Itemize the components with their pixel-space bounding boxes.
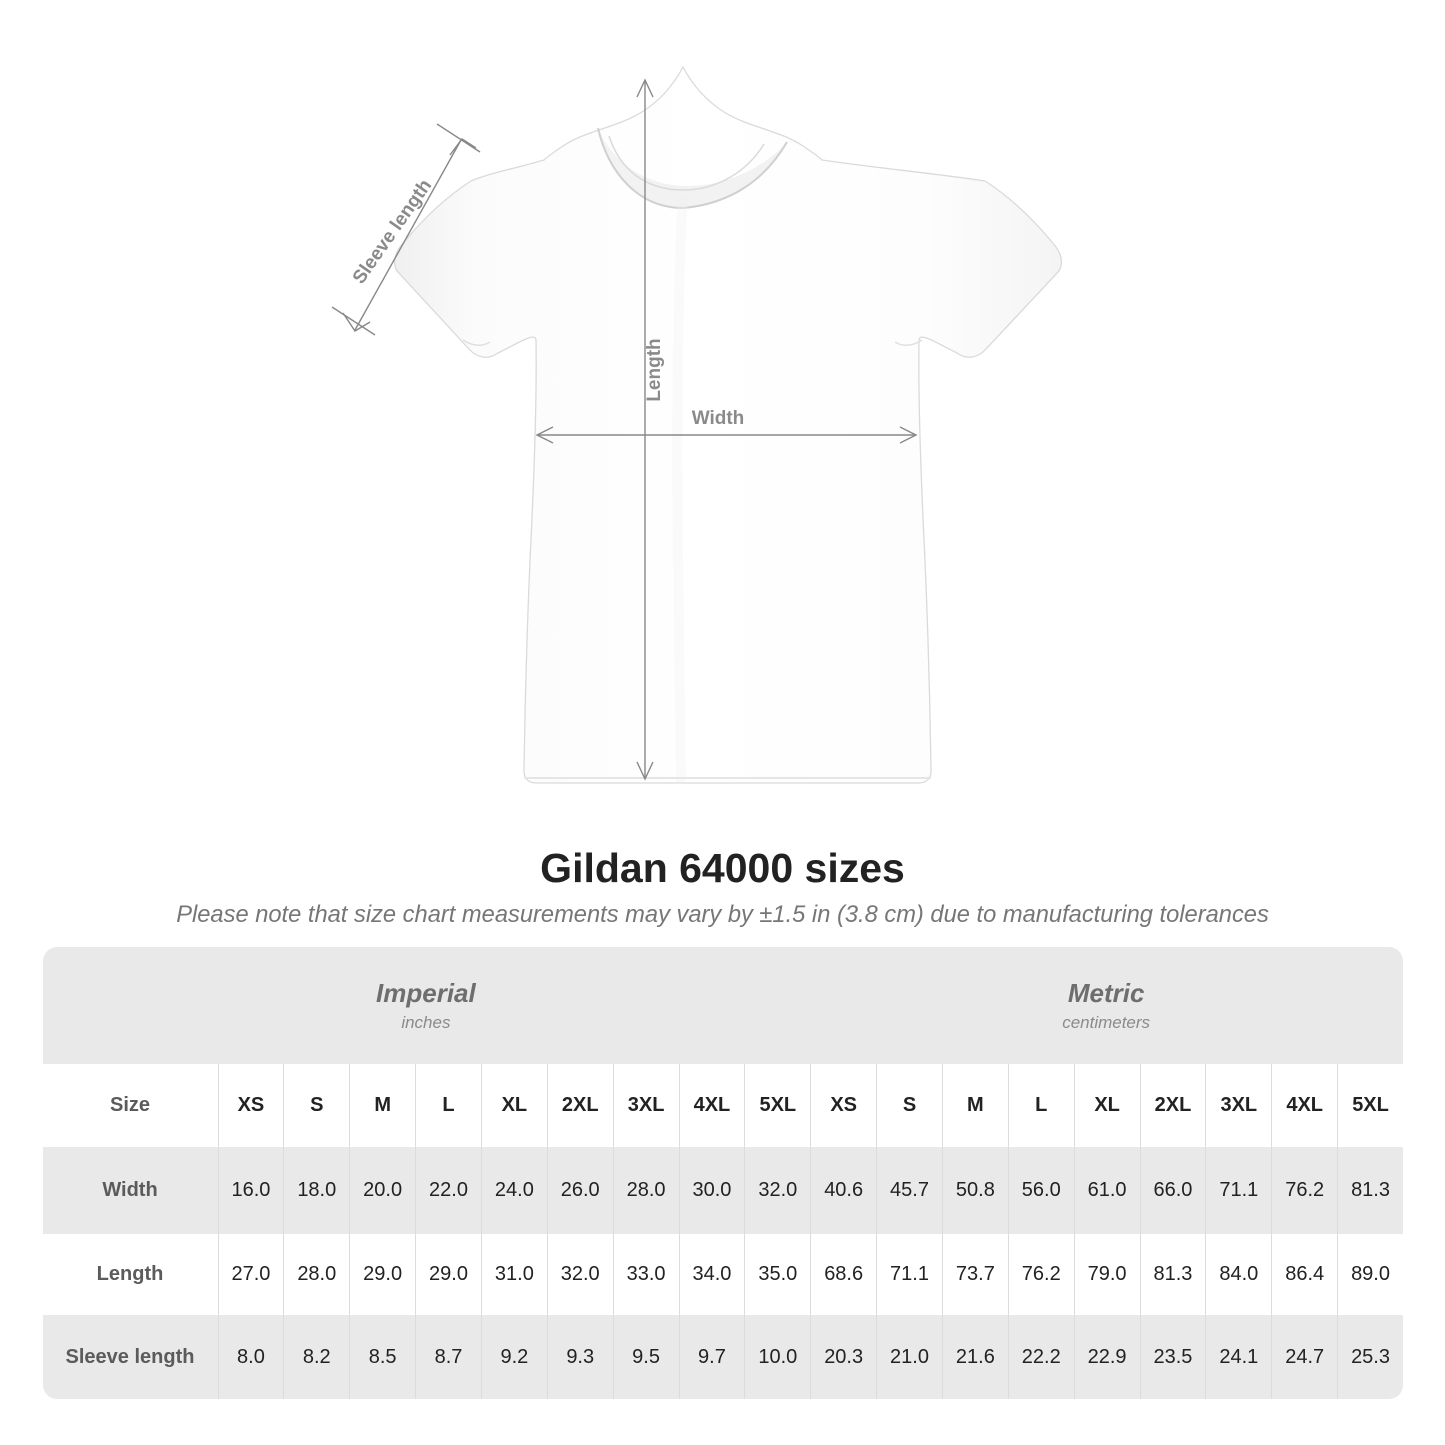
svg-text:Width: Width [692,408,745,429]
svg-text:Sleeve length: Sleeve length [349,176,436,288]
svg-text:Length: Length [644,338,665,401]
